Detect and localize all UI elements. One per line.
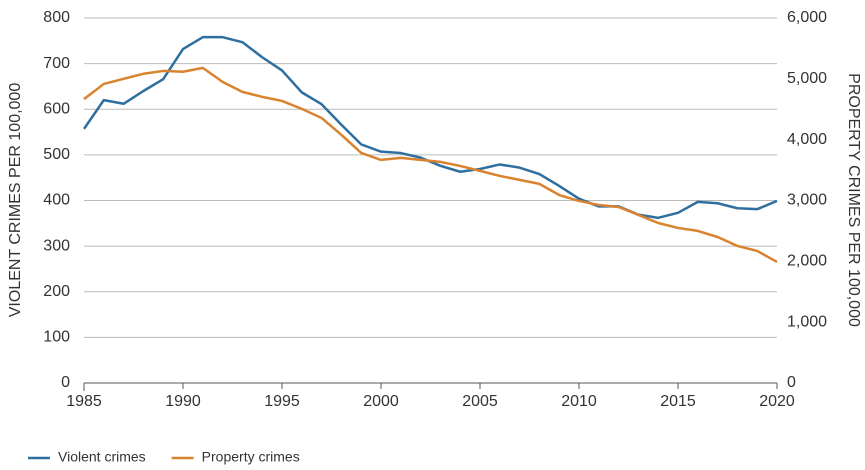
- x-tick-label: 1990: [165, 393, 201, 410]
- y2-axis-label: PROPERTY CRIMES PER 100,000: [845, 73, 862, 327]
- y2-tick-label: 3,000: [787, 192, 827, 209]
- y2-tick-label: 5,000: [787, 70, 827, 87]
- y-tick-label: 600: [43, 100, 70, 117]
- x-tick-label: 1995: [264, 393, 300, 410]
- x-tick-label: 2020: [759, 393, 795, 410]
- legend-label: Property crimes: [202, 449, 300, 465]
- x-tick-label: 1985: [66, 393, 102, 410]
- y-tick-label: 500: [43, 146, 70, 163]
- y-tick-label: 200: [43, 283, 70, 300]
- y2-tick-label: 1,000: [787, 313, 827, 330]
- legend-label: Violent crimes: [58, 449, 146, 465]
- y2-tick-label: 2,000: [787, 253, 827, 270]
- series-line: [82, 35, 778, 220]
- y-tick-label: 800: [43, 9, 70, 26]
- y2-tick-label: 0: [787, 374, 796, 391]
- series-line: [83, 66, 778, 264]
- x-tick-label: 2015: [660, 393, 696, 410]
- y-tick-label: 400: [43, 192, 70, 209]
- y-tick-label: 100: [43, 329, 70, 346]
- y-tick-label: 700: [43, 55, 70, 72]
- y2-tick-label: 6,000: [787, 9, 827, 26]
- y2-tick-label: 4,000: [787, 131, 827, 148]
- y-tick-label: 0: [61, 374, 70, 391]
- y-axis-label: VIOLENT CRIMES PER 100,000: [7, 83, 24, 318]
- x-tick-label: 2005: [462, 393, 498, 410]
- y-tick-label: 300: [43, 237, 70, 254]
- x-tick-label: 2000: [363, 393, 399, 410]
- x-tick-label: 2010: [561, 393, 597, 410]
